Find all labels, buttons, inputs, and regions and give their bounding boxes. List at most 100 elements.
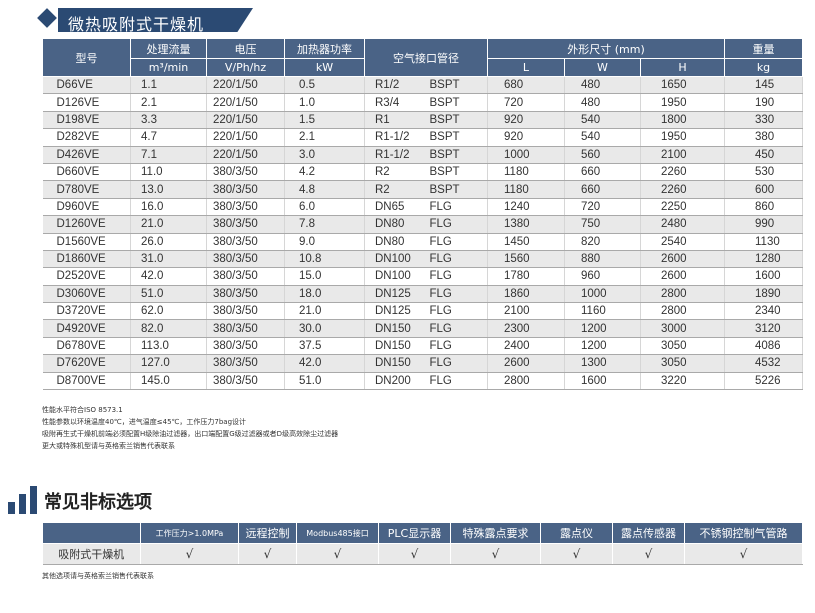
cell-model: D1260VE bbox=[42, 215, 131, 234]
cell-height: 3050 bbox=[640, 354, 725, 373]
cell-height: 1800 bbox=[640, 111, 725, 130]
cell-connection-type: BSPT bbox=[425, 76, 488, 95]
cell-heater-power: 2.1 bbox=[284, 128, 365, 147]
cell-weight: 5226 bbox=[724, 372, 803, 391]
cell-voltage: 380/3/50 bbox=[206, 302, 285, 321]
bar-icon bbox=[30, 486, 37, 514]
cell-height: 2480 bbox=[640, 215, 725, 234]
cell-weight: 600 bbox=[724, 180, 803, 199]
cell-model: D6780VE bbox=[42, 337, 131, 356]
unit-height: H bbox=[640, 58, 725, 77]
cell-width: 660 bbox=[564, 163, 641, 182]
cell-width: 750 bbox=[564, 215, 641, 234]
cell-model: D3060VE bbox=[42, 285, 131, 304]
cell-connection-size: R3/4 bbox=[364, 93, 426, 112]
cell-model: D8700VE bbox=[42, 372, 131, 391]
cell-flow: 42.0 bbox=[130, 267, 207, 286]
cell-model: D660VE bbox=[42, 163, 131, 182]
cell-model: D1860VE bbox=[42, 250, 131, 269]
cell-length: 1380 bbox=[487, 215, 565, 234]
cell-connection-type: BSPT bbox=[425, 163, 488, 182]
notes-block: 性能水平符合ISO 8573.1 性能参数以环境温度40℃，进气温度≤45℃，工作… bbox=[42, 404, 338, 452]
cell-heater-power: 42.0 bbox=[284, 354, 365, 373]
cell-connection-size: R1-1/2 bbox=[364, 146, 426, 164]
cell-flow: 145.0 bbox=[130, 372, 207, 391]
cell-weight: 330 bbox=[724, 111, 803, 130]
cell-connection-size: DN150 bbox=[364, 337, 426, 356]
cell-heater-power: 30.0 bbox=[284, 319, 365, 338]
cell-width: 480 bbox=[564, 76, 641, 95]
cell-heater-power: 51.0 bbox=[284, 372, 365, 391]
options-note: 其他选项请与英格索兰销售代表联系 bbox=[42, 572, 154, 580]
cell-length: 2400 bbox=[487, 337, 565, 356]
cell-connection-size: R1 bbox=[364, 111, 426, 130]
check-icon: √ bbox=[612, 543, 685, 565]
cell-height: 1650 bbox=[640, 76, 725, 95]
unit-width: W bbox=[564, 58, 641, 77]
cell-flow: 127.0 bbox=[130, 354, 207, 373]
cell-heater-power: 4.2 bbox=[284, 163, 365, 182]
cell-voltage: 380/3/50 bbox=[206, 163, 285, 182]
cell-connection-type: FLG bbox=[425, 233, 488, 251]
cell-heater-power: 21.0 bbox=[284, 302, 365, 321]
cell-connection-type: FLG bbox=[425, 319, 488, 338]
cell-heater-power: 3.0 bbox=[284, 146, 365, 164]
cell-connection-size: R2 bbox=[364, 163, 426, 182]
cell-heater-power: 7.8 bbox=[284, 215, 365, 234]
cell-connection-type: FLG bbox=[425, 198, 488, 217]
cell-height: 3220 bbox=[640, 372, 725, 391]
table-row: D126VE 2.1 220/1/50 1.0 R3/4 BSPT 720 480 1950 19… bbox=[42, 93, 803, 112]
cell-length: 920 bbox=[487, 111, 565, 130]
cell-weight: 530 bbox=[724, 163, 803, 182]
cell-voltage: 380/3/50 bbox=[206, 180, 285, 199]
cell-voltage: 380/3/50 bbox=[206, 285, 285, 304]
check-icon: √ bbox=[238, 543, 297, 565]
cell-height: 2600 bbox=[640, 267, 725, 286]
cell-heater-power: 6.0 bbox=[284, 198, 365, 217]
cell-voltage: 380/3/50 bbox=[206, 233, 285, 251]
cell-flow: 7.1 bbox=[130, 146, 207, 164]
table-row: D3720VE 62.0 380/3/50 21.0 DN125 FLG 2100 1160 2… bbox=[42, 302, 803, 321]
cell-weight: 1600 bbox=[724, 267, 803, 286]
cell-model: D126VE bbox=[42, 93, 131, 112]
cell-voltage: 220/1/50 bbox=[206, 128, 285, 147]
cell-connection-type: BSPT bbox=[425, 93, 488, 112]
header-weight: 重量 bbox=[724, 38, 803, 59]
title-bar bbox=[58, 8, 253, 32]
cell-width: 540 bbox=[564, 128, 641, 147]
cell-flow: 4.7 bbox=[130, 128, 207, 147]
cell-heater-power: 15.0 bbox=[284, 267, 365, 286]
options-header-blank bbox=[42, 522, 141, 544]
cell-length: 720 bbox=[487, 93, 565, 112]
options-row: 吸附式干燥机 √ √ √ √ √ √ √ √ bbox=[42, 543, 803, 565]
cell-model: D66VE bbox=[42, 76, 131, 95]
section2-heading: 常见非标选项 bbox=[0, 484, 300, 514]
cell-voltage: 380/3/50 bbox=[206, 198, 285, 217]
cell-flow: 16.0 bbox=[130, 198, 207, 217]
cell-flow: 1.1 bbox=[130, 76, 207, 95]
table-row: D3060VE 51.0 380/3/50 18.0 DN125 FLG 1860 1000 2… bbox=[42, 285, 803, 304]
table-row: D4920VE 82.0 380/3/50 30.0 DN150 FLG 2300 1200 3… bbox=[42, 319, 803, 338]
spec-table: 型号 处理流量 电压 加热器功率 空气接口管径 外形尺寸 (mm) 重量 m³/… bbox=[42, 38, 803, 391]
cell-connection-size: DN80 bbox=[364, 215, 426, 234]
cell-flow: 2.1 bbox=[130, 93, 207, 112]
spec-table-body: D66VE 1.1 220/1/50 0.5 R1/2 BSPT 680 480 1650 145… bbox=[42, 76, 803, 391]
cell-weight: 190 bbox=[724, 93, 803, 112]
cell-connection-size: DN100 bbox=[364, 267, 426, 286]
cell-weight: 2340 bbox=[724, 302, 803, 321]
table-row: D2520VE 42.0 380/3/50 15.0 DN100 FLG 1780 960 26… bbox=[42, 267, 803, 286]
note-line: 吸附再生式干燥机前端必须配置H级除油过滤器，出口端配置G级过滤器或者D级高效除尘… bbox=[42, 430, 339, 438]
table-row: D8700VE 145.0 380/3/50 51.0 DN200 FLG 2800 1600… bbox=[42, 372, 803, 391]
cell-width: 560 bbox=[564, 146, 641, 164]
cell-connection-type: BSPT bbox=[425, 111, 488, 130]
cell-voltage: 220/1/50 bbox=[206, 93, 285, 112]
header-heater: 加热器功率 bbox=[284, 38, 365, 59]
cell-width: 480 bbox=[564, 93, 641, 112]
table-row: D660VE 11.0 380/3/50 4.2 R2 BSPT 1180 660 2260 53… bbox=[42, 163, 803, 182]
cell-voltage: 380/3/50 bbox=[206, 337, 285, 356]
check-icon: √ bbox=[378, 543, 451, 565]
option-header: 露点仪 bbox=[540, 522, 613, 544]
cell-voltage: 220/1/50 bbox=[206, 111, 285, 130]
cell-connection-size: DN150 bbox=[364, 319, 426, 338]
cell-width: 1300 bbox=[564, 354, 641, 373]
